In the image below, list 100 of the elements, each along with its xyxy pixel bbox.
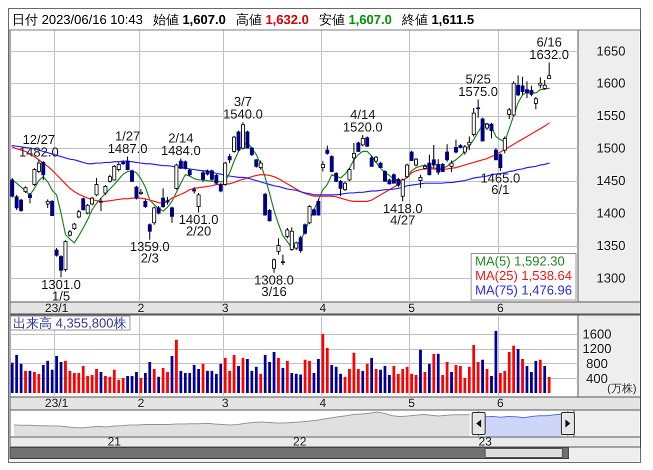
candlestick: [330, 154, 334, 173]
bar: [37, 374, 40, 394]
bar: [77, 373, 80, 394]
bar: [543, 366, 546, 394]
text: 高値 1,632.0: [236, 12, 309, 27]
x-tick-label: 6: [497, 396, 504, 410]
annotation: 4/14 1520.0: [342, 107, 383, 135]
bar: [192, 364, 196, 394]
candlestick: [14, 194, 19, 210]
annotation: 1401.0 2/20: [178, 212, 218, 238]
candlestick: [298, 235, 303, 254]
bar: [152, 368, 156, 394]
x-tick-label: 4: [320, 396, 326, 410]
x-tick-label: 4: [320, 301, 326, 315]
bar: [486, 368, 488, 394]
candlestick: [534, 96, 538, 110]
bar: [286, 360, 289, 394]
candlestick: [99, 198, 103, 212]
candlestick: [542, 79, 547, 90]
bar: [503, 370, 506, 394]
candlestick: [308, 204, 312, 225]
bar: [468, 366, 471, 394]
y-tick-label: 800: [586, 356, 608, 371]
bar: [282, 368, 284, 394]
bar: [326, 348, 329, 394]
bar: [277, 358, 280, 394]
bar: [432, 354, 436, 394]
candlestick: [405, 163, 410, 179]
bar: [46, 360, 50, 394]
x-tick-label: 23/1: [44, 396, 69, 410]
candlestick: [241, 122, 245, 150]
candlestick: [316, 198, 320, 216]
candlestick: [370, 155, 374, 167]
bar: [197, 368, 200, 394]
bar: [446, 362, 448, 394]
candlestick: [170, 206, 174, 224]
bar: [538, 360, 542, 394]
candlestick: [502, 136, 507, 154]
bar: [424, 372, 426, 394]
x-tick-label: 6: [497, 301, 504, 315]
bar: [82, 366, 85, 394]
bar: [202, 364, 204, 394]
bar: [112, 370, 116, 394]
bar: [15, 354, 18, 394]
y-tick-label: 1300: [596, 270, 626, 286]
candlestick: [50, 200, 54, 216]
bar: [42, 364, 45, 394]
annotation: 1359.0 2/3: [130, 239, 170, 266]
bar: [104, 376, 107, 394]
bar: [148, 362, 152, 394]
text: 終値 1,611.5: [400, 12, 474, 27]
bar: [481, 360, 484, 394]
bar: [144, 373, 147, 394]
text: 始値 1,607.0: [152, 12, 226, 27]
candlestick: [472, 107, 476, 137]
bar: [450, 372, 453, 394]
bar: [122, 378, 125, 394]
legend: MA(5) 1,592.30 MA(25) 1,538.64 MA(75) 1,476.96: [470, 253, 576, 300]
candlestick: [348, 168, 352, 182]
y-tick-label: 1400: [596, 206, 626, 221]
bar: [10, 362, 14, 394]
bar: [498, 373, 502, 394]
annotation: 1301.0 1/5: [41, 276, 81, 304]
candlestick: [467, 136, 472, 151]
annotation: 1418.0 4/27: [382, 200, 423, 228]
line-series: [12, 144, 550, 196]
candlestick: [476, 98, 480, 118]
candlestick: [400, 178, 405, 202]
x-tick-label: 2: [138, 301, 145, 315]
candlestick: [529, 85, 534, 97]
candlestick: [462, 144, 467, 156]
bar: [294, 374, 298, 394]
bar: [117, 380, 120, 394]
candlestick: [303, 222, 308, 235]
bar: [396, 374, 400, 394]
candlestick: [436, 158, 440, 176]
bar: [254, 366, 258, 394]
annotation: 6/16 1632.0: [529, 34, 570, 62]
bar: [401, 368, 404, 394]
annotation: 5/25 1575.0: [458, 71, 498, 99]
bar: [237, 366, 240, 394]
bar: [100, 372, 102, 394]
candlestick: [41, 160, 46, 180]
bar: [392, 366, 396, 394]
y-tick-label: 1500: [596, 140, 626, 156]
bar: [140, 378, 142, 394]
candlestick: [232, 135, 236, 154]
bar: [184, 373, 187, 394]
candlestick: [480, 117, 485, 142]
bar: [86, 376, 90, 394]
candlestick: [112, 164, 116, 182]
candlestick: [86, 203, 90, 215]
candlestick: [272, 258, 276, 274]
bar: [214, 374, 218, 394]
bar: [428, 364, 431, 394]
bar: [232, 354, 236, 394]
candlestick: [103, 184, 108, 196]
bar: [472, 344, 476, 394]
x-tick-label: 22: [293, 434, 307, 448]
bar: [508, 352, 511, 394]
